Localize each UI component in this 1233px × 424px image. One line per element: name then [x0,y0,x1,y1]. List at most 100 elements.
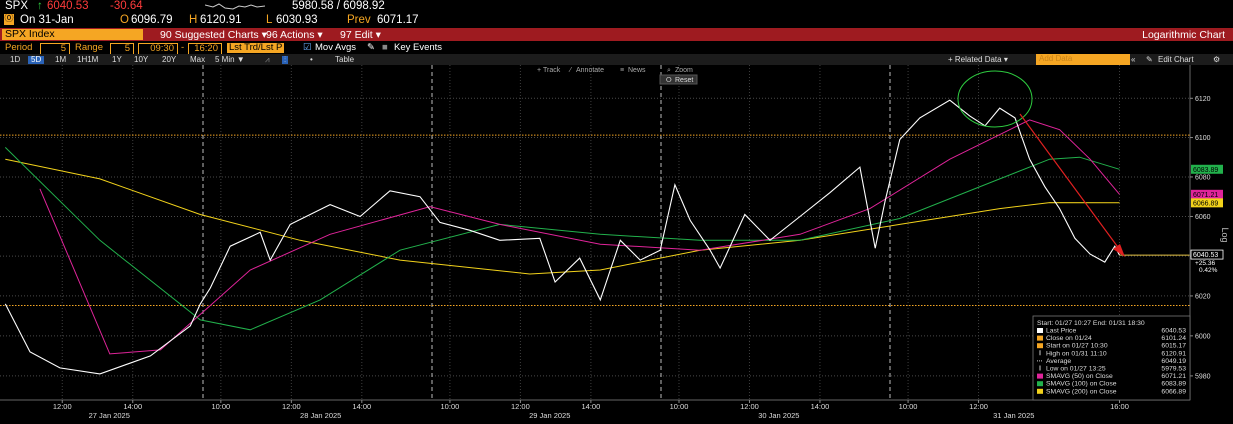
end-time[interactable]: 16:20 [188,43,222,55]
settings-icon[interactable]: ⚙ [1213,55,1221,64]
range-button[interactable]: 1Y [112,55,122,64]
pencil-icon[interactable]: ✎ [367,42,375,53]
range-button[interactable]: 5D [28,56,45,64]
edit-chart[interactable]: Edit Chart [1158,55,1194,64]
open: 6096.79 [131,14,173,26]
legend-name: SMAVG (200) on Close [1046,388,1117,395]
add-data[interactable]: Add Data [1036,54,1130,65]
value-tag [1191,189,1223,199]
date-label: 30 Jan 2025 [758,411,799,420]
direction-arrow: ↑ [37,0,43,12]
range[interactable]: 5 [110,43,134,55]
interval[interactable]: 5 Min ▼ [215,55,245,64]
range-button[interactable]: 1M [55,55,67,64]
value-tag-label: 6071.21 [1193,192,1218,199]
reset-label[interactable]: Reset [675,77,693,84]
date-label: 27 Jan 2025 [89,411,130,420]
range-button[interactable]: 10Y [134,55,149,64]
last-price-tag-label: 6040.53 [1193,252,1218,259]
annotation-arrowhead [1113,244,1125,257]
candle-icon[interactable]: ⫶ [282,55,288,64]
legend-name: Last Price [1046,328,1076,335]
x-tick-label: 14:00 [123,402,142,411]
legend-swatch [1037,328,1043,333]
menu-bar [0,28,1233,41]
menu-suggested[interactable]: 90 Suggested Charts ▾ [160,29,267,41]
security[interactable]: SPX Index [2,29,143,40]
related-data[interactable]: + Related Data ▾ [948,55,1008,64]
chart-style-icon[interactable]: ⩘ [265,55,270,64]
y-tick-label: 6100 [1195,135,1211,142]
time-separator: - [181,42,185,53]
legend-name: Close on 01/24 [1046,335,1092,342]
y-tick-label: 6080 [1195,174,1211,181]
legend-title: Start: 01/27 10:27 End: 01/31 18:30 [1037,320,1145,327]
y-tick-label: 6000 [1195,333,1211,340]
tool-icon: + [537,67,541,74]
legend-value: 5979.53 [1161,366,1186,373]
tool-icon: ⁄ [568,67,573,74]
x-tick-label: 14:00 [811,402,830,411]
key-events[interactable]: Key Events [394,42,443,53]
x-tick-label: 10:00 [441,402,460,411]
open-label: O [120,14,129,26]
tool-track[interactable]: Track [543,67,561,74]
start-time[interactable]: 09:30 [138,43,178,55]
y-tick-label: 6120 [1195,96,1211,103]
reset-icon: ⭘ [666,77,672,84]
last-change: +25.36 [1195,260,1215,267]
info-icon[interactable]: ⓪ [4,13,14,25]
settings-bar [0,42,1233,53]
tool-annotate[interactable]: Annotate [576,67,604,74]
mov-avgs[interactable]: Mov Avgs [315,42,357,53]
series-layer [0,99,1190,375]
legend-name: High on 01/31 11:10 [1046,350,1107,357]
x-tick-label: 12:00 [282,402,301,411]
x-tick-label: 12:00 [740,402,759,411]
tool-zoom[interactable]: Zoom [675,67,693,74]
date-label: 31 Jan 2025 [993,411,1034,420]
value-tag [1191,164,1223,174]
range-button[interactable]: 20Y [162,55,177,64]
value-tag-label: 6066.89 [1193,200,1218,207]
price-type[interactable]: Lst Trd/Lst P [227,42,285,53]
value-tag-label: 6083.89 [1193,167,1218,174]
period-label: Period [5,42,33,53]
legend-name: Average [1046,358,1071,365]
series-line [39,119,1120,355]
legend-swatch [1037,373,1043,379]
legend-value: 6040.53 [1161,328,1186,335]
tool-news[interactable]: News [628,67,646,74]
series-line [4,99,1120,375]
menu-actions[interactable]: 96 Actions ▾ [266,29,323,41]
legend-swatch [1037,335,1043,341]
table-button[interactable]: Table [335,55,355,64]
reset-button[interactable] [659,74,698,85]
legend-value: 6120.91 [1161,350,1186,357]
x-tick-label: 14:00 [352,402,371,411]
range-button[interactable]: 1H1M [77,55,99,64]
last-price: 6040.53 [47,0,89,12]
prev-label: Prev [347,14,371,26]
legend-value: 6015.17 [1161,343,1186,350]
x-tick-label: 12:00 [53,402,72,411]
range-button[interactable]: Max [190,55,206,64]
legend-swatch [1037,388,1043,394]
last-pct: 0.42% [1199,267,1218,274]
y-tick-label: 6060 [1195,214,1211,221]
high-label: H [189,14,198,26]
range-button[interactable]: 1D [10,55,21,64]
toolbar [0,54,1233,65]
annotation-arrow [1019,113,1121,251]
period[interactable]: 5 [40,43,70,55]
date: On 31-Jan [20,14,74,26]
checkbox[interactable]: ☑ [303,42,312,53]
tool-icon: ≡ [620,67,624,74]
x-tick-label: 12:00 [969,402,988,411]
collapse-icon[interactable]: « [1131,55,1136,64]
x-tick-label: 10:00 [211,402,230,411]
sparkline-path [205,3,265,10]
menu-edit[interactable]: 97 Edit ▾ [340,29,381,41]
